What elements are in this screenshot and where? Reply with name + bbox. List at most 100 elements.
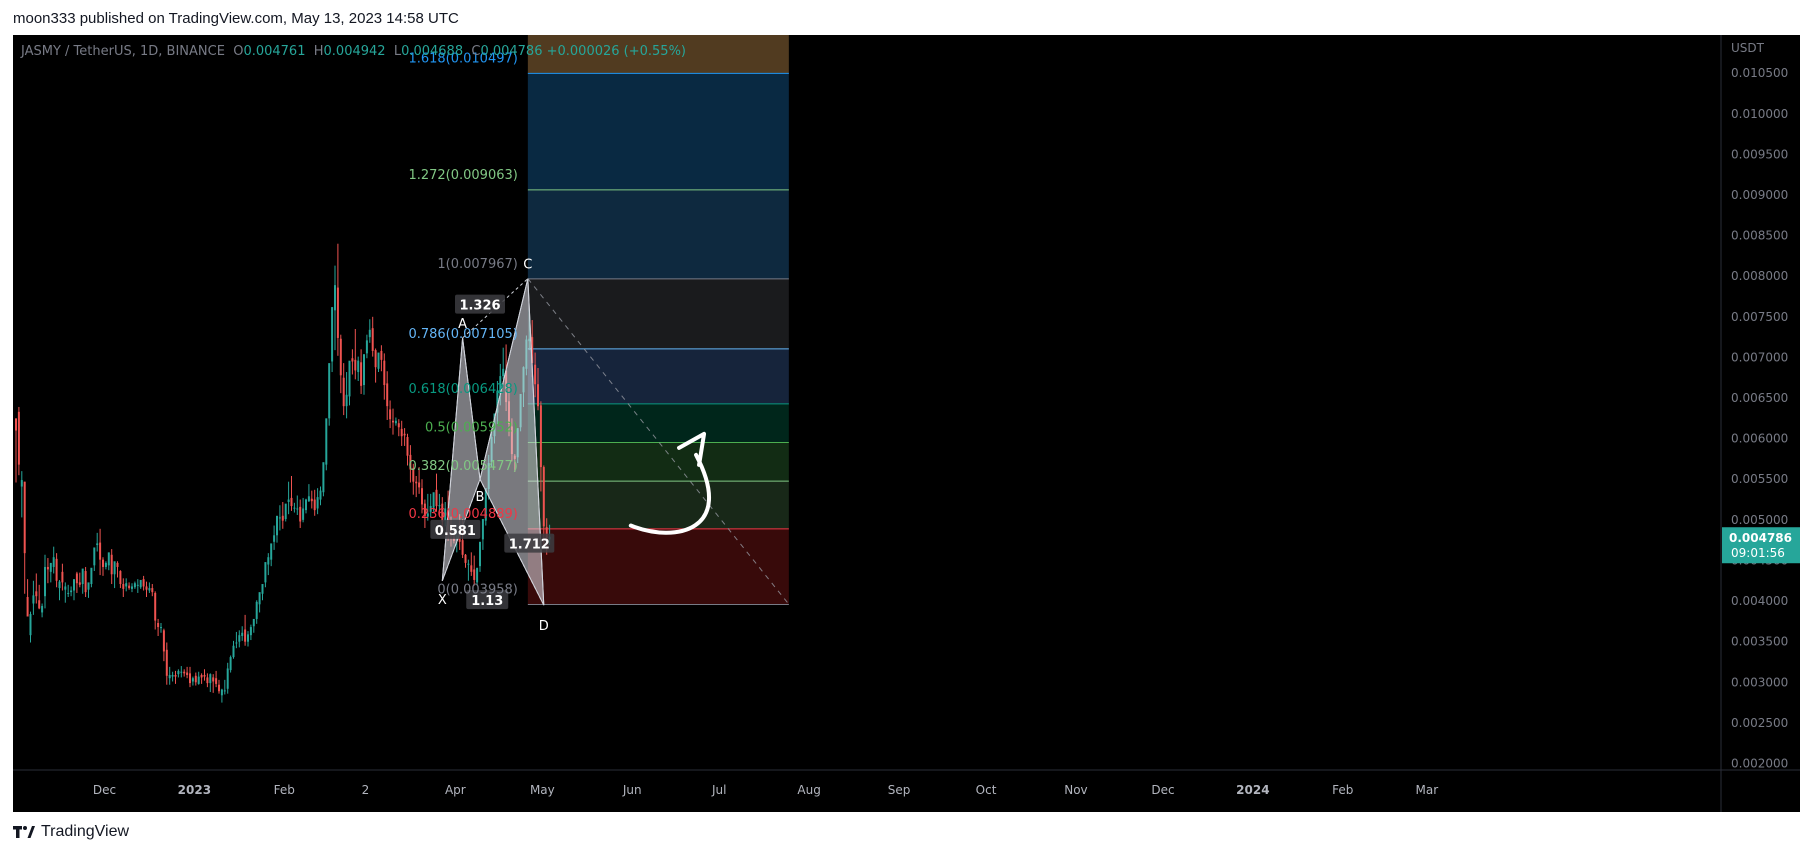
time-tick-label: Sep — [888, 783, 911, 797]
candle-body — [122, 584, 125, 589]
fib-label-1: 1(0.007967) — [437, 257, 517, 272]
candle-body — [70, 590, 73, 593]
candle-body — [223, 690, 226, 692]
time-tick-label: Aug — [797, 783, 820, 797]
candle-body — [357, 360, 360, 373]
candle-body — [400, 428, 403, 437]
candle-body — [476, 567, 479, 583]
footer-brand[interactable]: TradingView — [13, 823, 129, 841]
candle-body — [496, 390, 499, 413]
candle-body — [380, 350, 383, 360]
candle-body — [35, 591, 38, 597]
candle-body — [334, 285, 336, 311]
candle-body — [464, 554, 467, 563]
footer-brand-label: TradingView — [41, 823, 130, 840]
candle-body — [406, 437, 409, 456]
fib-band-0.786 — [527, 348, 789, 404]
candle-body — [273, 535, 276, 542]
candle-body — [41, 605, 44, 613]
last-price-countdown: 09:01:56 — [1731, 546, 1785, 560]
candle-body — [444, 508, 447, 521]
fib-label-1.272: 1.272(0.009063) — [408, 168, 517, 183]
price-chart[interactable]: X A B C D 0.581 1.326 1.712 1.13 1.618(0.010497) 1… — [13, 35, 1800, 812]
candle-body — [313, 499, 316, 511]
candle-body — [537, 384, 539, 407]
candle-body — [90, 567, 93, 585]
fib-label-0.382: 0.382(0.005477) — [408, 459, 517, 474]
candle-body — [194, 675, 197, 683]
candle-body — [206, 677, 209, 684]
pattern-ratio-bg — [455, 294, 505, 314]
time-tick-label: Feb — [1332, 783, 1353, 797]
candle-body — [75, 573, 78, 584]
pattern-point-c: C — [523, 258, 532, 273]
candle-body — [316, 497, 319, 509]
candle-body — [342, 377, 345, 407]
candle-body — [348, 360, 351, 397]
candle-body — [197, 676, 200, 684]
price-tick-label: 0.003500 — [1731, 635, 1788, 649]
candle-body — [247, 634, 249, 642]
candle-body — [49, 562, 52, 572]
candle-body — [110, 554, 113, 575]
price-tick-label: 0.008000 — [1731, 269, 1788, 283]
candle-body — [302, 508, 305, 520]
legend-symbol: JASMY / TetherUS, 1D, BINANCE — [20, 44, 233, 59]
price-tick-label: 0.007000 — [1731, 350, 1788, 364]
candle-body — [136, 584, 139, 586]
candle-body — [386, 383, 389, 407]
price-tick-label: 0.006500 — [1731, 391, 1788, 405]
arrow-annotation — [628, 452, 711, 535]
candle-body — [139, 579, 142, 588]
candle-body — [160, 627, 162, 629]
candle-body — [397, 423, 400, 428]
candle-body — [351, 358, 354, 362]
candle-body — [212, 677, 215, 682]
time-tick-label: Dec — [1151, 783, 1174, 797]
candle-body — [293, 507, 296, 509]
time-tick-label: Dec — [93, 783, 116, 797]
candle-body — [270, 543, 273, 560]
candle-body — [58, 581, 61, 589]
legend-h-value: 0.004942 — [324, 44, 394, 59]
candle-body — [131, 586, 133, 589]
candle-body — [429, 506, 432, 512]
legend-o-label: O — [233, 44, 243, 59]
candle-body — [23, 481, 26, 554]
candle-body — [200, 674, 203, 678]
candle-body — [542, 467, 545, 527]
candle-body — [307, 496, 310, 502]
price-tick-label: 0.003000 — [1731, 675, 1788, 689]
candle-body — [84, 571, 87, 593]
candle-body — [177, 670, 180, 675]
candle-body — [104, 562, 107, 567]
pattern-point-d: D — [539, 619, 549, 634]
price-tick-label: 0.009500 — [1731, 147, 1788, 161]
candle-body — [81, 568, 84, 585]
candle-body — [220, 689, 223, 696]
pattern-ratio-bg — [504, 533, 555, 553]
candle-body — [423, 503, 426, 516]
time-tick-label: 2 — [362, 783, 370, 797]
candle-body — [241, 632, 244, 636]
candle-body — [203, 674, 206, 677]
last-price-value: 0.004786 — [1729, 531, 1792, 545]
price-tick-label: 0.008500 — [1731, 229, 1788, 243]
candle-body — [244, 629, 247, 642]
pattern-ratio-label: 1.326 — [459, 299, 500, 314]
price-tick-label: 0.005500 — [1731, 472, 1788, 486]
legend-l-value: 0.004688 — [401, 44, 471, 59]
candle-body — [539, 405, 542, 468]
fib-label-0.236: 0.236(0.004889) — [408, 507, 517, 522]
candle-body — [276, 515, 278, 536]
candle-body — [67, 592, 70, 594]
fib-band-1.618 — [527, 73, 789, 190]
candle-body — [394, 420, 397, 424]
candle-body — [119, 571, 122, 585]
candle-body — [345, 394, 348, 407]
candle-body — [26, 597, 29, 617]
chart-panel[interactable]: X A B C D 0.581 1.326 1.712 1.13 1.618(0.010497) 1… — [13, 35, 1800, 812]
candle-body — [415, 481, 418, 484]
candle-body — [17, 411, 20, 465]
candle-body — [325, 418, 328, 465]
